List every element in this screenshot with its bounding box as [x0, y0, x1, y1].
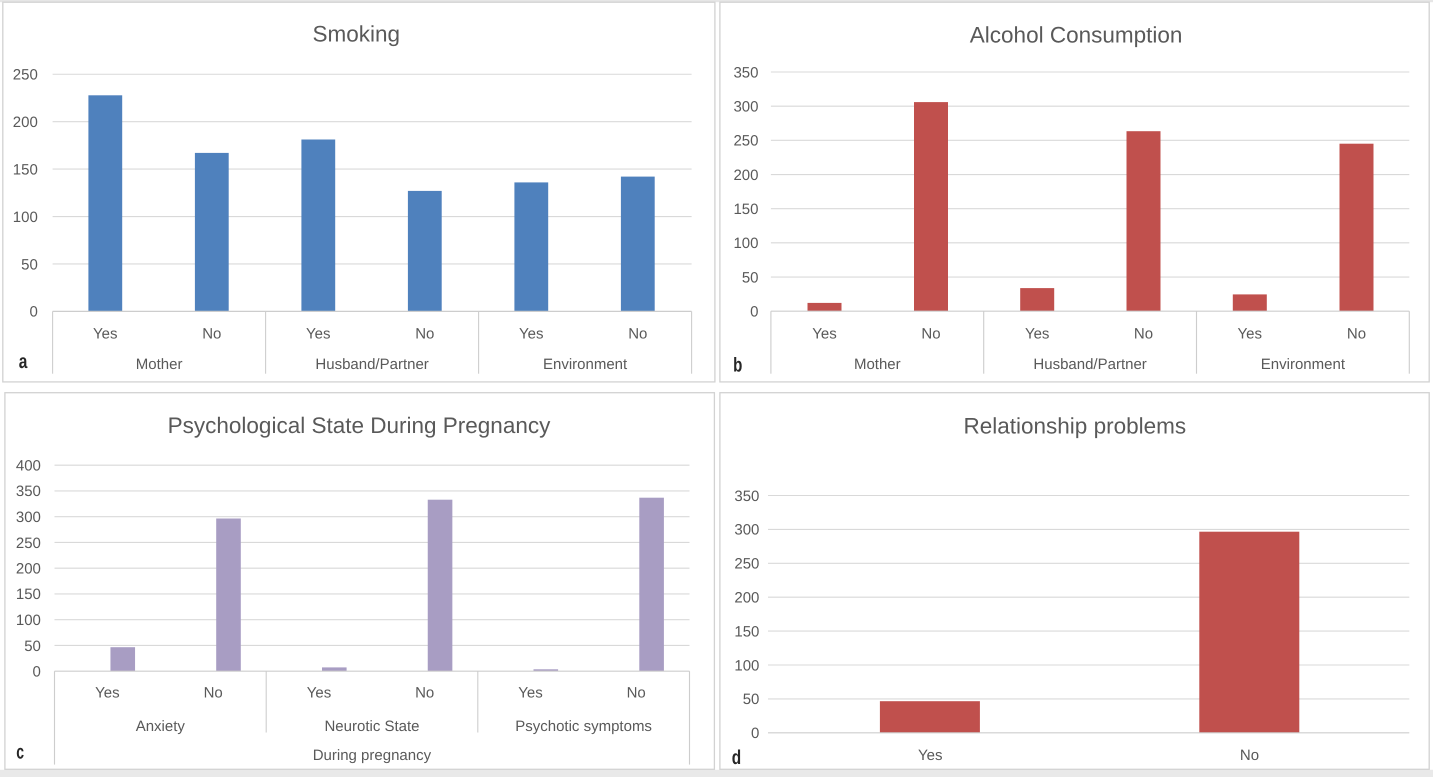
svg-text:Environment: Environment [543, 356, 628, 373]
svg-text:50: 50 [743, 691, 760, 708]
svg-text:During pregnancy: During pregnancy [313, 747, 432, 764]
svg-text:200: 200 [734, 590, 759, 607]
svg-text:400: 400 [16, 458, 41, 475]
svg-text:250: 250 [16, 535, 41, 552]
svg-text:a: a [19, 351, 28, 373]
svg-text:50: 50 [21, 256, 38, 273]
svg-text:No: No [628, 326, 647, 343]
svg-text:Yes: Yes [918, 747, 942, 764]
svg-text:Psychotic symptoms: Psychotic symptoms [515, 718, 652, 735]
svg-text:Relationship problems: Relationship problems [963, 413, 1186, 438]
svg-text:100: 100 [13, 209, 38, 226]
svg-text:0: 0 [29, 304, 37, 321]
svg-text:No: No [415, 685, 434, 702]
svg-text:Psychological State During Pre: Psychological State During Pregnancy [168, 413, 551, 438]
svg-text:150: 150 [13, 161, 38, 178]
svg-text:Yes: Yes [518, 685, 542, 702]
svg-text:Mother: Mother [136, 356, 183, 373]
svg-text:Yes: Yes [307, 685, 331, 702]
svg-text:Yes: Yes [519, 326, 543, 343]
svg-text:100: 100 [734, 657, 759, 674]
svg-text:No: No [204, 685, 223, 702]
svg-text:Smoking: Smoking [313, 22, 401, 47]
svg-text:Alcohol Consumption: Alcohol Consumption [970, 22, 1183, 47]
svg-text:100: 100 [733, 235, 758, 252]
svg-text:Yes: Yes [812, 326, 836, 343]
svg-text:Yes: Yes [1238, 326, 1262, 343]
svg-text:350: 350 [733, 64, 758, 81]
svg-text:Mother: Mother [854, 356, 901, 373]
svg-text:200: 200 [13, 114, 38, 131]
svg-text:Husband/Partner: Husband/Partner [1033, 356, 1146, 373]
svg-text:50: 50 [24, 638, 41, 655]
svg-text:Environment: Environment [1261, 356, 1346, 373]
svg-text:150: 150 [734, 623, 759, 640]
svg-text:350: 350 [16, 483, 41, 500]
svg-text:Yes: Yes [306, 326, 330, 343]
svg-text:Neurotic State: Neurotic State [324, 718, 419, 735]
svg-text:No: No [627, 685, 646, 702]
svg-text:250: 250 [13, 67, 38, 84]
svg-text:200: 200 [733, 167, 758, 184]
svg-text:c: c [16, 741, 24, 763]
svg-text:Husband/Partner: Husband/Partner [315, 356, 428, 373]
svg-text:No: No [415, 326, 434, 343]
svg-text:200: 200 [16, 561, 41, 578]
svg-text:No: No [921, 326, 940, 343]
svg-text:300: 300 [733, 99, 758, 116]
svg-text:Yes: Yes [95, 685, 119, 702]
svg-text:No: No [202, 326, 221, 343]
svg-text:300: 300 [16, 509, 41, 526]
svg-text:No: No [1240, 747, 1259, 764]
svg-text:100: 100 [16, 612, 41, 629]
svg-text:No: No [1347, 326, 1366, 343]
svg-text:Anxiety: Anxiety [136, 718, 186, 735]
svg-text:300: 300 [734, 522, 759, 539]
svg-text:d: d [732, 747, 741, 769]
svg-text:No: No [1134, 326, 1153, 343]
svg-text:b: b [733, 355, 742, 377]
svg-text:50: 50 [742, 269, 759, 286]
svg-text:Yes: Yes [93, 326, 117, 343]
svg-text:350: 350 [734, 488, 759, 505]
svg-text:250: 250 [733, 133, 758, 150]
svg-text:250: 250 [734, 556, 759, 573]
svg-text:150: 150 [16, 586, 41, 603]
svg-text:150: 150 [733, 201, 758, 218]
svg-text:0: 0 [751, 725, 759, 742]
svg-text:0: 0 [750, 304, 758, 321]
svg-text:Yes: Yes [1025, 326, 1049, 343]
svg-text:0: 0 [33, 664, 41, 681]
